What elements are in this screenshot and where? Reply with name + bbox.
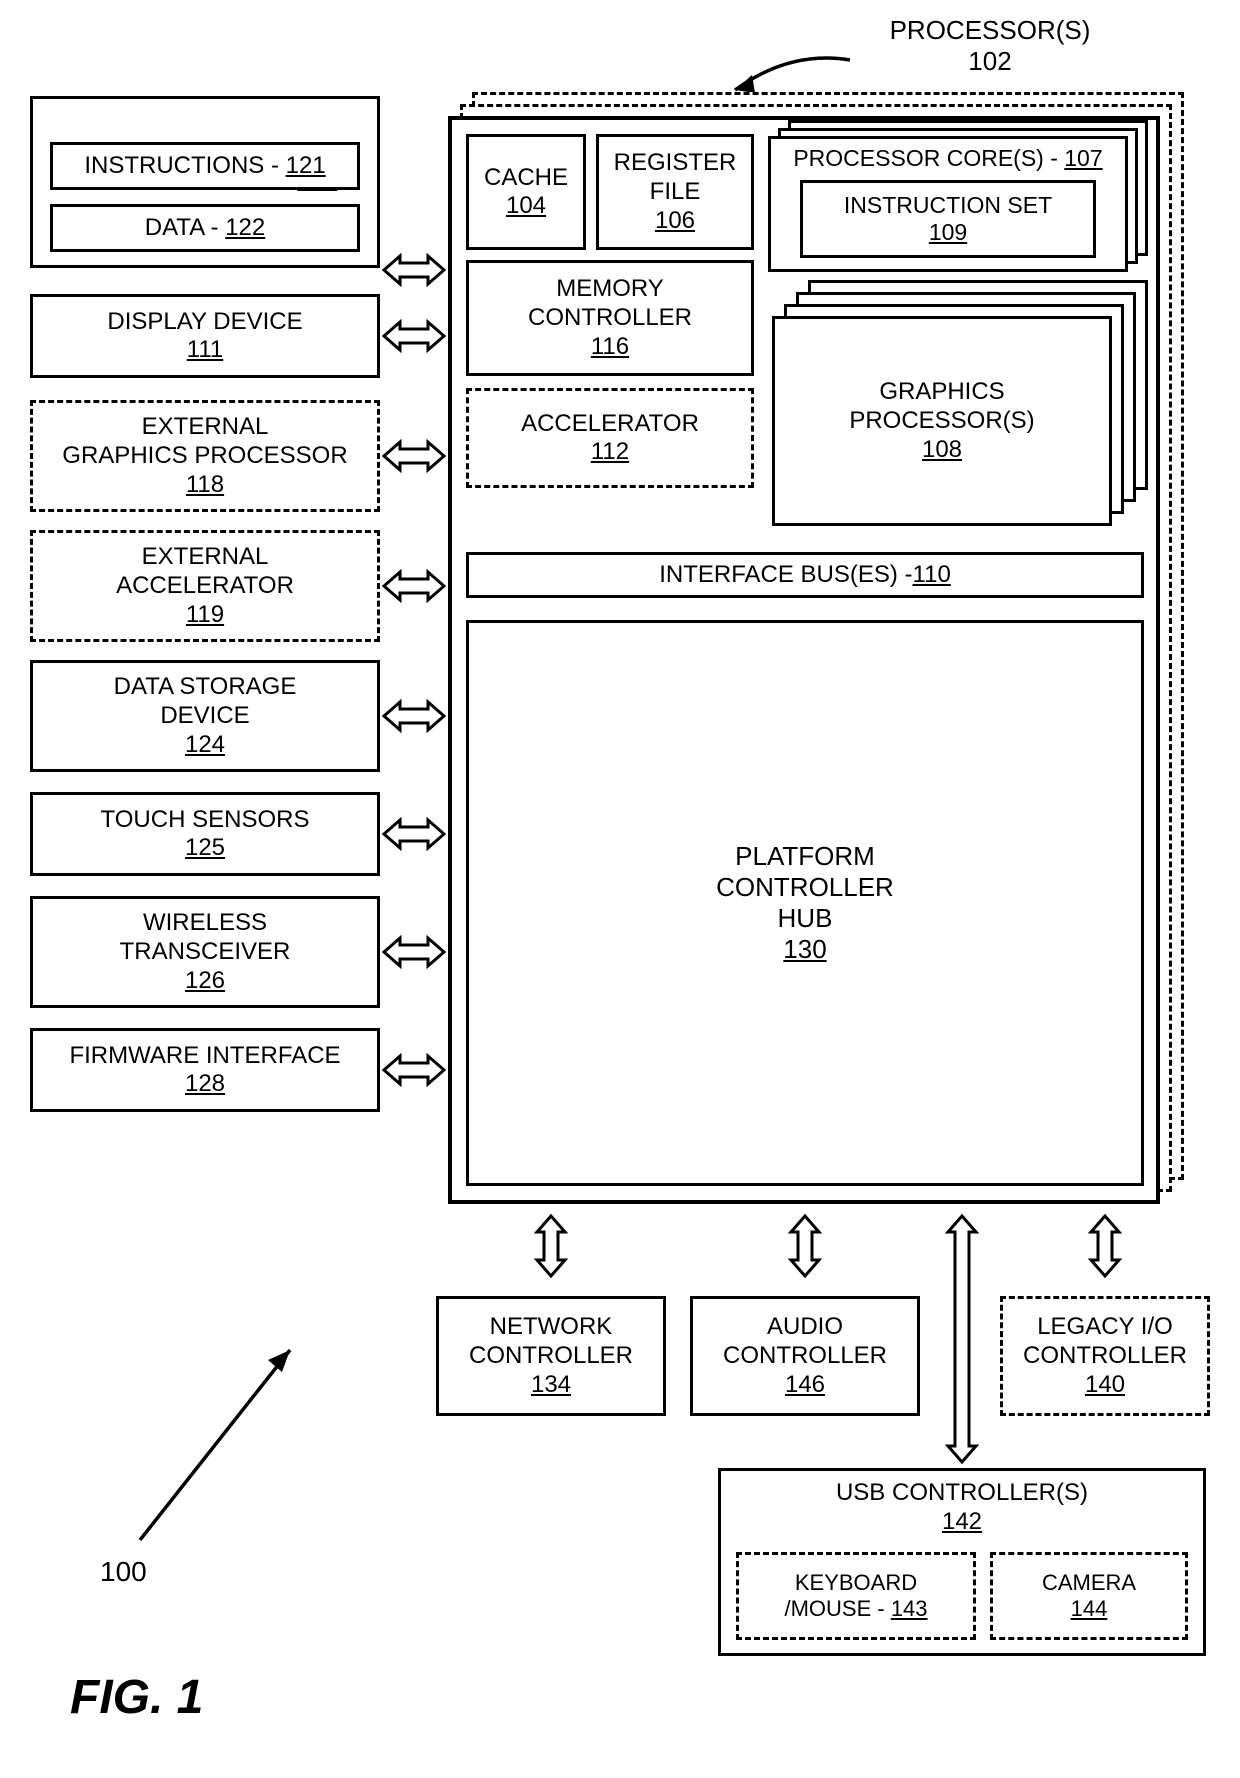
connectors	[0, 0, 1240, 1778]
